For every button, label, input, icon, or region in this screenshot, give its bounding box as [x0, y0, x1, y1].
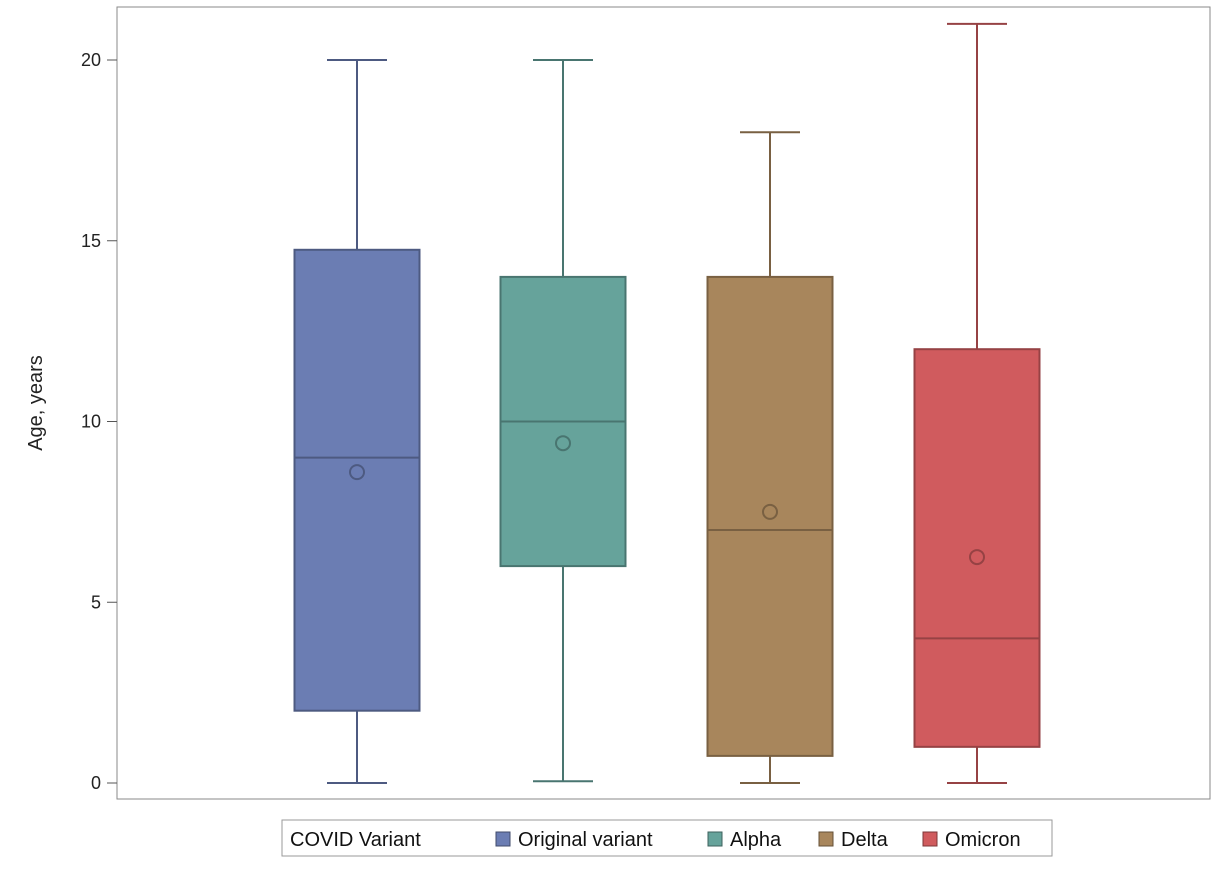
legend: COVID Variant Original variant Alpha Delta… [281, 819, 1053, 857]
mean-marker [349, 464, 365, 481]
interquartile-box [706, 275, 834, 757]
y-tick-label: 15 [81, 231, 101, 251]
box-delta [706, 131, 834, 784]
legend-swatch [922, 831, 938, 847]
legend-label: Omicron [945, 829, 1021, 851]
mean-marker [969, 549, 985, 566]
box-omicron [913, 22, 1041, 784]
box-series-group [293, 22, 1041, 784]
legend-title: COVID Variant [290, 829, 421, 851]
legend-label: Delta [841, 829, 889, 851]
legend-swatch [495, 831, 511, 847]
legend-label: Alpha [730, 829, 782, 851]
y-tick-label: 10 [81, 412, 101, 432]
legend-items: Original variant Alpha Delta Omicron [495, 829, 1021, 851]
interquartile-box [913, 348, 1041, 748]
y-axis: 0 5 10 15 20 [81, 50, 117, 793]
box-alpha [499, 59, 627, 783]
y-tick-label: 20 [81, 50, 101, 70]
y-axis-title: Age, years [25, 355, 47, 451]
box-original-variant [293, 59, 421, 784]
mean-marker [555, 435, 571, 452]
plot-area-frame [116, 6, 1211, 800]
y-tick-label: 0 [91, 773, 101, 793]
mean-marker [762, 503, 778, 520]
interquartile-box [293, 248, 421, 712]
y-tick-label: 5 [91, 592, 101, 612]
legend-swatch [818, 831, 834, 847]
legend-swatch [707, 831, 723, 847]
legend-label: Original variant [518, 829, 653, 851]
